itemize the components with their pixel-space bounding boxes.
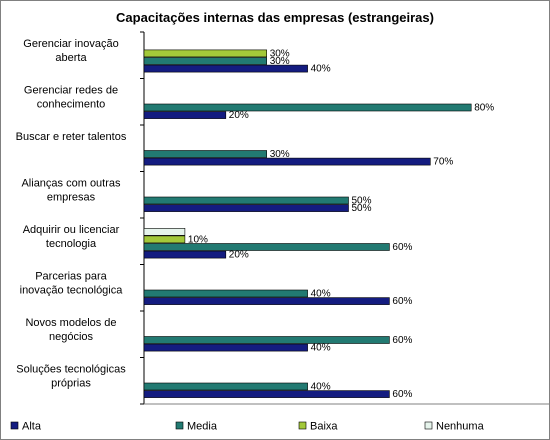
- category-label: Adquirir ou licenciar: [23, 224, 120, 236]
- bar-media-5: [143, 289, 308, 298]
- category-label: Parcerias para: [35, 271, 107, 283]
- category-label: empresas: [47, 192, 96, 204]
- bar-alta-0: [143, 64, 308, 73]
- data-label: 60%: [392, 242, 412, 253]
- bar-media-4: [143, 243, 390, 251]
- legend-label-nenhuma: Nenhuma: [436, 421, 485, 433]
- bar-baixa-0: [143, 49, 267, 58]
- data-label: 30%: [270, 49, 290, 60]
- data-label: 60%: [392, 389, 412, 400]
- bar-media-2: [143, 150, 267, 158]
- data-label: 20%: [229, 110, 249, 121]
- legend-label-alta: Alta: [22, 421, 42, 433]
- category-label: tecnologia: [46, 238, 97, 250]
- data-label: 70%: [433, 157, 453, 168]
- legend-swatch-nenhuma: [424, 421, 433, 430]
- category-label: conhecimento: [37, 99, 106, 111]
- data-label: 30%: [270, 56, 290, 67]
- bar-alta-7: [143, 390, 390, 398]
- data-label: 40%: [311, 289, 331, 300]
- legend: Alta Media Baixa Nenhuma: [10, 421, 485, 433]
- category-label: Buscar e reter talentos: [16, 131, 127, 143]
- chart-title: Capacitações internas das empresas (estr…: [116, 10, 434, 25]
- legend-swatch-alta: [10, 421, 19, 430]
- legend-swatch-media: [175, 421, 184, 430]
- bar-alta-3: [143, 204, 349, 212]
- bar-alta-5: [143, 297, 390, 305]
- bar-media-1: [143, 103, 472, 112]
- data-label: 50%: [352, 196, 372, 207]
- category-label: Gerenciar redes de: [24, 85, 118, 97]
- legend-swatch-baixa: [298, 421, 307, 430]
- bar-media-0: [143, 57, 267, 65]
- data-label: 30%: [270, 149, 290, 160]
- legend-label-media: Media: [187, 421, 218, 433]
- data-label: 80%: [474, 103, 494, 114]
- bar-alta-1: [143, 111, 227, 119]
- category-label: Alianças com outras: [21, 178, 121, 190]
- category-label: Gerenciar inovação: [23, 38, 118, 50]
- category-label: inovação tecnológica: [20, 285, 124, 297]
- data-label: 60%: [392, 335, 412, 346]
- data-label: 50%: [352, 203, 372, 214]
- bar-alta-4: [143, 250, 227, 259]
- data-label: 40%: [311, 382, 331, 393]
- category-label: aberta: [55, 52, 87, 64]
- bar-nenhuma-4: [143, 228, 186, 236]
- bar-alta-6: [143, 343, 308, 352]
- data-label: 20%: [229, 250, 249, 261]
- category-label: Soluções tecnológicas: [16, 364, 126, 376]
- data-label: 40%: [311, 343, 331, 354]
- data-label: 60%: [392, 296, 412, 307]
- legend-label-baixa: Baixa: [310, 421, 338, 433]
- bar-media-3: [143, 196, 349, 205]
- bar-media-6: [143, 336, 390, 344]
- category-label: Novos modelos de: [25, 317, 116, 329]
- data-label: 40%: [311, 64, 331, 75]
- data-label: 10%: [188, 235, 208, 246]
- bar-media-7: [143, 382, 308, 391]
- category-label: negócios: [49, 331, 94, 343]
- bar-baixa-4: [143, 235, 186, 244]
- bar-alta-2: [143, 157, 431, 166]
- category-label: próprias: [51, 378, 91, 390]
